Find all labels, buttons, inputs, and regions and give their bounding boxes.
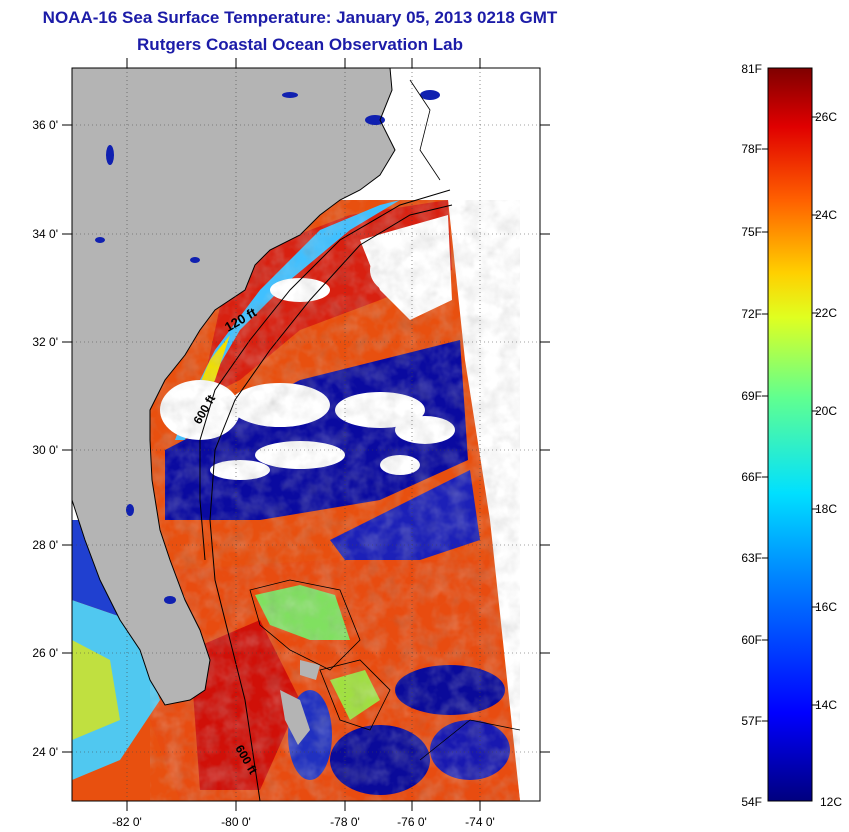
isobath-600ft xyxy=(209,204,453,801)
colorbar-f-label: 81F xyxy=(741,62,762,76)
lat-tick-label: 28 0' xyxy=(32,538,58,552)
colorbar-f-label: 54F xyxy=(741,795,762,809)
colorbar-f-label: 72F xyxy=(741,307,762,321)
isobath-120ft xyxy=(199,189,451,561)
lat-tick-label: 32 0' xyxy=(32,335,58,349)
colorbar-c-label: 12C xyxy=(820,795,842,809)
colorbar-c-label: 24C xyxy=(815,208,837,222)
lat-tick-label: 34 0' xyxy=(32,227,58,241)
colorbar-f-label: 66F xyxy=(741,470,762,484)
colorbar-f-label: 60F xyxy=(741,633,762,647)
colorbar-c-label: 18C xyxy=(815,502,837,516)
colorbar-c-label: 20C xyxy=(815,404,837,418)
lat-tick-label: 24 0' xyxy=(32,745,58,759)
lat-tick-label: 36 0' xyxy=(32,118,58,132)
map-subtitle: Rutgers Coastal Ocean Observation Lab xyxy=(137,35,463,54)
lat-tick-label: 30 0' xyxy=(32,443,58,457)
colorbar-c-label: 26C xyxy=(815,110,837,124)
colorbar-f-label: 78F xyxy=(741,142,762,156)
map-frame xyxy=(71,67,541,802)
lat-tick-label: 26 0' xyxy=(32,646,58,660)
colorbar-f-label: 57F xyxy=(741,714,762,728)
colorbar: 81F 78F 75F 72F 69F 66F 63F 60F 57F 54F … xyxy=(741,62,842,809)
colorbar-c-label: 14C xyxy=(815,698,837,712)
colorbar-c-label: 16C xyxy=(815,600,837,614)
map-plot-area: 120 ft 600 ft 600 ft xyxy=(72,68,540,801)
colorbar-c-label: 22C xyxy=(815,306,837,320)
colorbar-f-label: 69F xyxy=(741,389,762,403)
colorbar-f-label: 75F xyxy=(741,225,762,239)
colorbar-f-label: 63F xyxy=(741,551,762,565)
lon-tick-label: -76 0' xyxy=(397,815,427,829)
lon-tick-label: -74 0' xyxy=(465,815,495,829)
axis-ticks xyxy=(62,58,550,811)
lon-tick-label: -82 0' xyxy=(112,815,142,829)
colorbar-gradient xyxy=(767,67,813,802)
land-mass xyxy=(72,68,395,705)
lon-tick-label: -78 0' xyxy=(330,815,360,829)
map-title: NOAA-16 Sea Surface Temperature: January… xyxy=(42,8,558,27)
lon-tick-label: -80 0' xyxy=(221,815,251,829)
